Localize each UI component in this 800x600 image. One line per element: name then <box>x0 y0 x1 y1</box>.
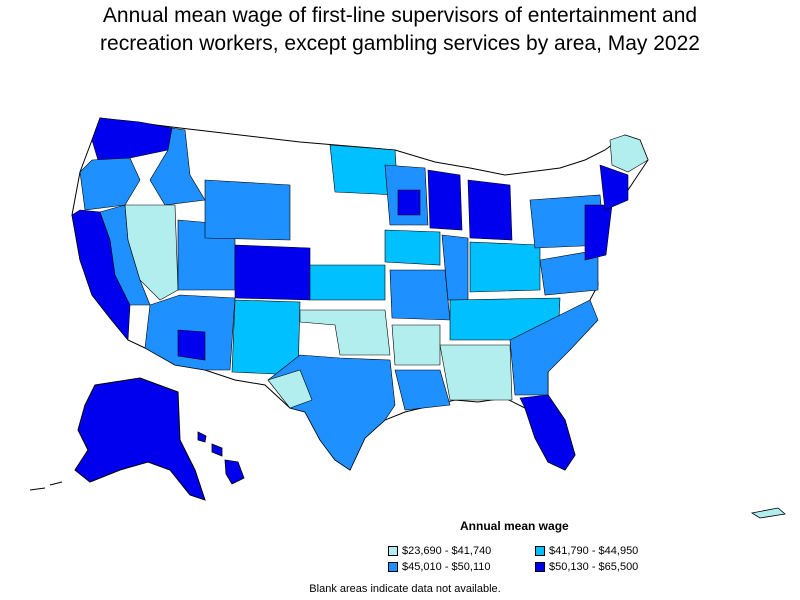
region-kansas <box>309 264 386 301</box>
legend-swatch-3 <box>388 562 398 572</box>
region-michigan <box>467 179 513 241</box>
region-colorado <box>234 244 311 301</box>
legend-item-4: $50,130 - $65,500 <box>535 561 638 573</box>
region-arkansas <box>391 324 441 366</box>
alaska-aleutian-islands <box>29 481 63 491</box>
legend-swatch-1 <box>388 546 398 556</box>
title-line-2: recreation workers, except gambling serv… <box>100 32 700 55</box>
region-louisiana <box>394 369 451 411</box>
legend-label-4: $50,130 - $65,500 <box>549 561 639 573</box>
region-florida <box>519 394 576 471</box>
region-hawaii <box>197 431 245 485</box>
legend-item-3: $45,010 - $50,110 <box>388 561 490 573</box>
region-virginia <box>539 249 599 296</box>
region-alaska <box>74 377 206 501</box>
region-new-england <box>599 164 629 211</box>
region-nevada <box>124 204 179 301</box>
legend-item-1: $23,690 - $41,740 <box>388 545 491 557</box>
region-wyoming <box>204 179 291 241</box>
legend-label-3: $45,010 - $50,110 <box>402 561 491 573</box>
legend-swatch-4 <box>535 562 545 572</box>
legend-label-2: $41,790 - $44,950 <box>549 545 639 557</box>
region-phoenix <box>177 329 206 361</box>
region-indiana-ohio <box>469 241 541 293</box>
region-georgia-carolinas <box>509 299 599 396</box>
footnote: Blank areas indicate data not available. <box>309 583 501 595</box>
legend-title: Annual mean wage <box>460 519 569 533</box>
region-puerto-rico <box>750 507 786 519</box>
legend-item-2: $41,790 - $44,950 <box>535 545 638 557</box>
region-wisconsin <box>427 169 463 231</box>
region-oklahoma <box>299 309 391 356</box>
legend-label-1: $23,690 - $41,740 <box>402 545 492 557</box>
title-line-1: Annual mean wage of first-line superviso… <box>102 4 698 27</box>
region-iowa <box>384 229 441 266</box>
region-northeast-corridor <box>584 204 613 261</box>
region-mississippi-alabama <box>439 344 513 401</box>
region-texas <box>267 354 396 471</box>
region-maine <box>609 134 649 173</box>
region-missouri <box>389 269 451 321</box>
region-pacific-northwest <box>91 117 173 161</box>
legend-swatch-2 <box>535 546 545 556</box>
region-twin-cities <box>397 189 421 216</box>
region-west-texas <box>267 369 313 409</box>
map-title: Annual mean wage of first-line superviso… <box>0 2 800 58</box>
region-idaho <box>149 127 206 206</box>
